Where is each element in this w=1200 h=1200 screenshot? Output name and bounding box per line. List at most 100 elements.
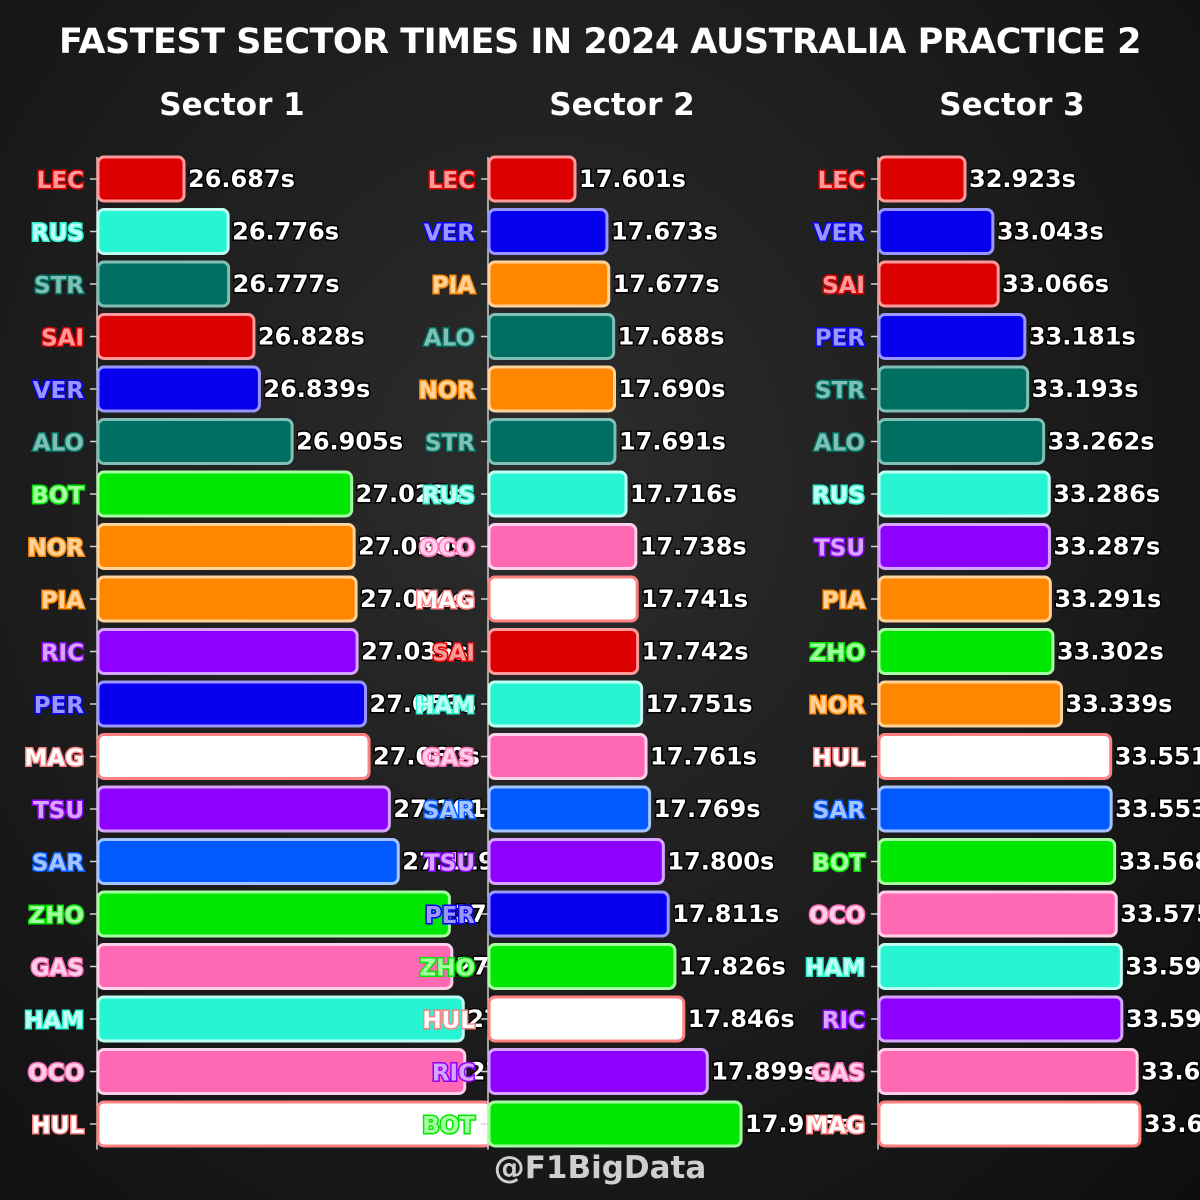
sector-panel-2: Sector 2 LEC 17.601s VER 17.673s PIA 17.677s AL… bbox=[414, 87, 853, 1150]
value-label: 27.053s bbox=[370, 690, 477, 718]
value-label: 33.262s bbox=[1048, 428, 1155, 456]
driver-label: MAG bbox=[805, 1113, 865, 1139]
value-label: 27.030s bbox=[358, 533, 465, 561]
driver-label: SAR bbox=[813, 798, 865, 824]
driver-label: TSU bbox=[33, 798, 84, 824]
bar-bot bbox=[487, 1100, 743, 1148]
value-label: 33.287s bbox=[1053, 533, 1160, 561]
bar-str bbox=[96, 260, 231, 308]
bar-hul bbox=[487, 995, 686, 1043]
value-label: 17.677s bbox=[613, 270, 720, 298]
bar-rus bbox=[877, 470, 1051, 518]
bar-bot bbox=[877, 838, 1117, 885]
driver-label: BOT bbox=[812, 851, 865, 877]
value-label: 27.060s bbox=[373, 743, 480, 771]
bar-sai bbox=[96, 313, 256, 360]
value-label: 17.975s bbox=[745, 1110, 852, 1138]
driver-label: RIC bbox=[41, 641, 84, 667]
bar-sai bbox=[877, 260, 1000, 308]
value-label: 17.601s bbox=[579, 165, 686, 193]
value-label: 26.828s bbox=[258, 323, 365, 351]
sector-panel-1: Sector 1 LEC 26.687s RUS 26.776s STR 26.777s SA… bbox=[23, 87, 603, 1150]
bar-gas bbox=[877, 1048, 1139, 1095]
bar-ham bbox=[487, 680, 644, 728]
value-label: 33.553s bbox=[1115, 795, 1200, 823]
driver-label: OCO bbox=[28, 1061, 84, 1087]
value-label: 17.800s bbox=[667, 848, 774, 876]
value-label: 26.687s bbox=[188, 165, 295, 193]
driver-label: ALO bbox=[814, 431, 865, 457]
driver-label: ALO bbox=[424, 326, 475, 352]
driver-label: SAI bbox=[822, 273, 865, 299]
driver-label: NOR bbox=[808, 693, 865, 719]
bar-zho bbox=[877, 628, 1055, 675]
value-label: 33.677s bbox=[1144, 1110, 1200, 1138]
bar-alo bbox=[96, 418, 294, 465]
panel-title: Sector 1 bbox=[159, 87, 305, 123]
bar-ric bbox=[877, 995, 1124, 1043]
sector-panel-3: Sector 3 LEC 32.923s VER 33.043s SAI 33.066s PE… bbox=[804, 87, 1200, 1150]
value-label: 33.291s bbox=[1054, 585, 1161, 613]
driver-label: TSU bbox=[814, 536, 865, 562]
driver-label: HUL bbox=[31, 1113, 84, 1139]
bar-mag bbox=[487, 575, 639, 623]
value-label: 33.599s bbox=[1126, 1005, 1200, 1033]
value-label: 17.751s bbox=[646, 690, 753, 718]
bar-mag bbox=[96, 733, 371, 780]
bar-lec bbox=[877, 155, 967, 203]
driver-label: OCO bbox=[809, 903, 865, 929]
value-label: 26.776s bbox=[232, 218, 339, 246]
bar-alo bbox=[877, 418, 1046, 465]
bar-ric bbox=[487, 1048, 709, 1095]
value-label: 27.025s bbox=[356, 480, 463, 508]
bar-per bbox=[96, 680, 368, 728]
value-label: 33.575s bbox=[1120, 900, 1200, 928]
bar-nor bbox=[96, 523, 356, 570]
value-label: 33.665s bbox=[1141, 1058, 1200, 1086]
value-label: 33.597s bbox=[1125, 953, 1200, 981]
driver-label: HAM bbox=[24, 1008, 84, 1034]
panel-title: Sector 2 bbox=[549, 87, 695, 123]
value-label: 26.905s bbox=[296, 428, 403, 456]
value-label: 33.286s bbox=[1053, 480, 1160, 508]
bar-sai bbox=[487, 628, 640, 675]
driver-label: ZHO bbox=[810, 641, 865, 667]
driver-label: ZHO bbox=[29, 903, 84, 929]
value-label: 27.036s bbox=[361, 638, 468, 666]
bar-str bbox=[487, 418, 617, 465]
driver-label: ZHO bbox=[420, 956, 475, 982]
driver-label: SAI bbox=[432, 641, 475, 667]
value-label: 17.738s bbox=[640, 533, 747, 561]
bar-lec bbox=[96, 155, 186, 203]
bar-nor bbox=[877, 680, 1064, 728]
driver-label: STR bbox=[34, 273, 84, 299]
chart-title: FASTEST SECTOR TIMES IN 2024 AUSTRALIA P… bbox=[59, 22, 1141, 62]
value-label: 17.691s bbox=[619, 428, 726, 456]
driver-label: RIC bbox=[822, 1008, 865, 1034]
driver-label: NOR bbox=[27, 536, 84, 562]
driver-label: SAR bbox=[32, 851, 84, 877]
driver-label: TSU bbox=[424, 851, 475, 877]
bar-per bbox=[487, 890, 670, 938]
bar-tsu bbox=[96, 785, 391, 833]
value-label: 17.741s bbox=[641, 585, 748, 613]
driver-label: GAS bbox=[812, 1061, 865, 1087]
driver-label: PIA bbox=[822, 588, 865, 614]
bar-pia bbox=[96, 575, 358, 623]
value-label: 27.034s bbox=[360, 585, 467, 613]
driver-label: HAM bbox=[415, 693, 475, 719]
driver-label: LEC bbox=[818, 168, 865, 194]
bar-zho bbox=[487, 943, 677, 990]
value-label: 17.690s bbox=[619, 375, 726, 403]
value-label: 26.839s bbox=[263, 375, 370, 403]
value-label: 32.923s bbox=[969, 165, 1076, 193]
value-label: 33.568s bbox=[1119, 848, 1200, 876]
driver-label: MAG bbox=[415, 588, 475, 614]
bar-sar bbox=[96, 838, 400, 885]
bar-ver bbox=[487, 208, 609, 255]
bar-oco bbox=[487, 523, 638, 570]
bar-zho bbox=[96, 890, 451, 938]
bar-str bbox=[877, 365, 1030, 413]
watermark: @F1BigData bbox=[493, 1150, 707, 1186]
value-label: 33.551s bbox=[1115, 743, 1200, 771]
